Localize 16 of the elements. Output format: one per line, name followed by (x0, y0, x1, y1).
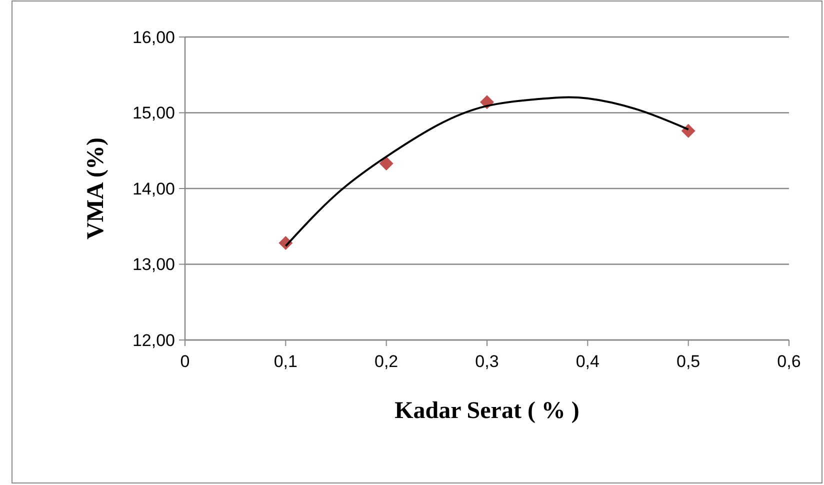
point (681, 124, 696, 138)
x-tick-label: 0,4 (576, 352, 600, 371)
y-tick-label: 16,00 (132, 28, 175, 47)
y-axis-title: VMA (%) (83, 138, 109, 240)
y-tick-label: 12,00 (132, 330, 175, 350)
x-tick-label: 0 (180, 352, 190, 371)
y-tick-label: 14,00 (132, 179, 175, 198)
x-tick-label: 0,2 (374, 352, 398, 371)
point (379, 156, 394, 171)
y-tick-label: 13,00 (132, 255, 175, 274)
x-axis-title: Kadar Serat ( % ) (394, 398, 580, 424)
x-tick-label: 0,3 (475, 352, 499, 371)
y-tick-label: 15,00 (132, 104, 175, 123)
x-tick-label: 0,1 (274, 352, 298, 371)
x-tick-label: 0,6 (777, 352, 801, 371)
x-tick-label: 0,5 (676, 352, 700, 371)
